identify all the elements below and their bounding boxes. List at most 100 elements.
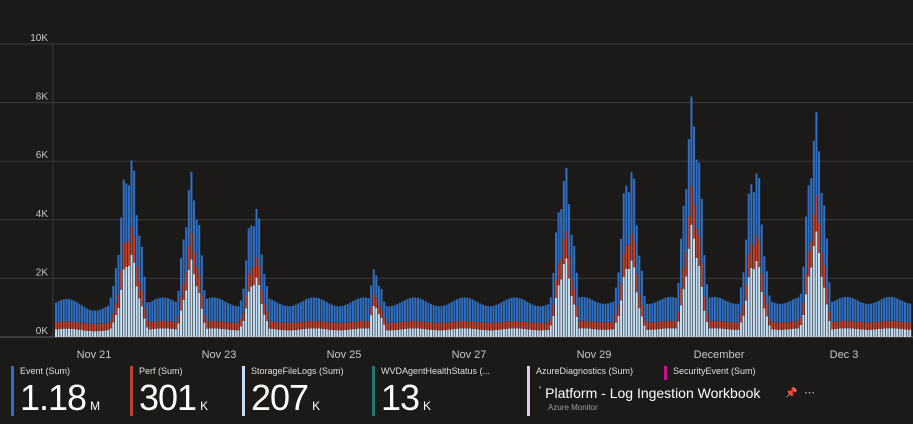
bar-segment-event <box>172 300 175 322</box>
bar-segment-event <box>713 296 716 321</box>
bar-segment-event <box>622 193 625 254</box>
bar-segment-perf <box>479 322 482 330</box>
bar-segment-storagefilelogs <box>276 329 279 337</box>
bar-segment-storagefilelogs <box>518 328 521 337</box>
bar-segment-event <box>502 300 505 322</box>
bar-segment-storagefilelogs <box>284 330 287 337</box>
bar-segment-event <box>604 303 607 323</box>
bar-segment-storagefilelogs <box>901 329 904 337</box>
bar-segment-storagefilelogs <box>721 328 724 337</box>
bar-segment-event <box>78 303 81 323</box>
bar-segment-perf <box>138 281 141 299</box>
bar-segment-event <box>140 246 143 291</box>
bar-segment-event <box>802 266 805 303</box>
bar-segment-event <box>560 209 563 259</box>
bar-segment-storagefilelogs <box>331 329 334 337</box>
bar-segment-storagefilelogs <box>325 329 328 337</box>
bar-segment-event <box>419 298 422 322</box>
bar-segment-perf <box>224 321 227 330</box>
bar-segment-event <box>526 301 529 322</box>
bar-segment-storagefilelogs <box>497 329 500 337</box>
bar-segment-event <box>521 299 524 322</box>
bar-segment-event <box>143 276 146 308</box>
bar-segment-storagefilelogs <box>466 328 469 337</box>
bar-segment-perf <box>805 273 807 295</box>
legend-value: 207 K <box>251 377 321 418</box>
bar-segment-storagefilelogs <box>198 293 201 337</box>
bar-segment-event <box>552 272 555 305</box>
bar-segment-event <box>174 301 177 322</box>
legend-label: WVDAgentHealthStatus (... <box>381 366 491 376</box>
bar-segment-event <box>797 297 800 321</box>
bar-segment-storagefilelogs <box>341 330 344 337</box>
bar-segment-event <box>83 307 86 324</box>
bar-segment-storagefilelogs <box>617 315 620 337</box>
bar-segment-perf <box>838 321 841 329</box>
bar-segment-storagefilelogs <box>784 329 787 337</box>
bar-segment-storagefilelogs <box>745 300 748 337</box>
bar-segment-storagefilelogs <box>437 330 440 337</box>
bar-segment-event <box>299 302 302 322</box>
bar-segment-event <box>633 178 636 242</box>
bar-segment-storagefilelogs <box>120 289 123 337</box>
bar-segment-event <box>771 301 774 322</box>
bar-segment-event <box>570 234 573 279</box>
bar-segment-storagefilelogs <box>291 330 294 337</box>
bar-segment-storagefilelogs <box>536 330 539 337</box>
bar-segment-perf <box>531 322 534 330</box>
bar-segment-storagefilelogs <box>315 328 318 337</box>
bar-segment-perf <box>276 322 279 330</box>
bar-segment-storagefilelogs <box>594 329 597 337</box>
bar-segment-perf <box>836 321 839 329</box>
bar-segment-event <box>846 296 849 321</box>
bar-segment-storagefilelogs <box>268 328 271 337</box>
bar-segment-storagefilelogs <box>479 329 482 337</box>
bar-segment-event <box>893 297 896 321</box>
bar-segment-event <box>695 159 698 230</box>
bar-segment-perf <box>117 293 120 308</box>
bar-segment-event <box>393 305 396 323</box>
bar-segment-perf <box>778 322 781 330</box>
bar-segment-perf <box>528 322 531 330</box>
bar-segment-storagefilelogs <box>401 329 404 337</box>
bar-segment-event <box>776 303 779 323</box>
bar-segment-perf <box>237 322 240 331</box>
legend-label: SecurityEvent (Sum) <box>673 366 756 376</box>
bar-segment-perf <box>794 321 797 329</box>
workbook-subtitle: Azure Monitor <box>548 403 598 412</box>
bar-segment-storagefilelogs <box>776 329 779 337</box>
bar-segment-storagefilelogs <box>695 257 698 337</box>
bar-segment-event <box>396 304 399 323</box>
bar-segment-perf <box>375 298 378 309</box>
bar-segment-perf <box>742 304 745 316</box>
bar-segment-storagefilelogs <box>372 305 375 337</box>
bar-segment-perf <box>286 322 289 331</box>
bar-segment-storagefilelogs <box>737 329 740 337</box>
bar-segment-event <box>271 299 274 322</box>
bar-segment-storagefilelogs <box>898 328 901 337</box>
bar-segment-event <box>581 296 584 321</box>
bar-segment-event <box>638 255 641 295</box>
bar-segment-storagefilelogs <box>578 328 581 337</box>
more-icon[interactable]: ⋯ <box>804 387 815 399</box>
pin-icon[interactable]: 📌 <box>785 388 798 399</box>
bar-segment-perf <box>497 322 500 330</box>
bar-segment-storagefilelogs <box>234 330 237 337</box>
bar-segment-storagefilelogs <box>846 328 849 337</box>
bar-segment-storagefilelogs <box>857 329 860 337</box>
bar-segment-storagefilelogs <box>760 291 763 337</box>
bar-segment-perf <box>430 322 432 330</box>
bar-segment-storagefilelogs <box>622 277 625 337</box>
bar-segment-event <box>427 302 430 323</box>
bar-segment-perf <box>797 320 800 329</box>
bar-segment-storagefilelogs <box>841 328 844 337</box>
bar-segment-storagefilelogs <box>221 328 224 337</box>
bar-segment-event <box>630 172 633 234</box>
bar-segment-perf <box>872 322 875 330</box>
bar-segment-perf <box>513 320 516 329</box>
bar-segment-perf <box>193 252 196 275</box>
bar-segment-storagefilelogs <box>133 262 136 337</box>
bar-segment-event <box>401 301 404 322</box>
bar-segment-storagefilelogs <box>346 329 349 337</box>
bar-segment-storagefilelogs <box>534 330 537 337</box>
